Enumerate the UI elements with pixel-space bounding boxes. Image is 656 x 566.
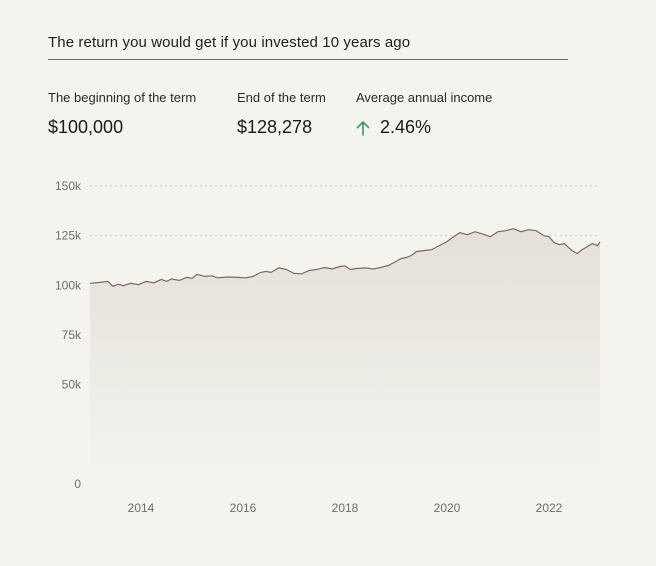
stat-end: End of the term $128,278 (237, 90, 326, 138)
stat-beginning: The beginning of the term $100,000 (48, 90, 196, 138)
y-axis: 150k 125k 100k 75k 50k 0 (55, 179, 82, 491)
stat-average-amount: 2.46% (380, 117, 432, 137)
stat-beginning-label: The beginning of the term (48, 90, 197, 105)
x-tick-label: 2014 (128, 501, 155, 515)
series-area (90, 228, 600, 484)
x-tick-label: 2022 (536, 501, 563, 515)
arrow-up-icon (356, 120, 370, 136)
x-tick-label: 2018 (332, 501, 359, 515)
x-axis: 2014 2016 2018 2020 2022 (128, 501, 563, 515)
series-line (89, 228, 601, 287)
title-divider (48, 59, 568, 60)
y-tick-label: 125k (55, 229, 82, 243)
x-tick-label: 2016 (230, 501, 257, 515)
stat-end-amount: $128,278 (237, 117, 313, 137)
y-tick-label: 100k (55, 278, 82, 292)
stat-average: Average annual income 2.46% (356, 90, 492, 138)
page-title: The return you would get if you invested… (48, 34, 411, 51)
x-tick-label: 2020 (434, 501, 461, 515)
y-tick-label: 50k (62, 378, 82, 392)
stat-average-value: 2.46% (356, 117, 492, 138)
stat-end-label: End of the term (237, 90, 326, 105)
y-tick-label: 75k (62, 328, 82, 342)
y-tick-label: 150k (55, 179, 82, 193)
stat-beginning-value: $100,000 (48, 117, 196, 138)
y-tick-label: 0 (74, 477, 81, 491)
stat-average-label: Average annual income (356, 90, 493, 105)
stat-end-value: $128,278 (237, 117, 326, 138)
stat-beginning-amount: $100,000 (48, 117, 124, 137)
